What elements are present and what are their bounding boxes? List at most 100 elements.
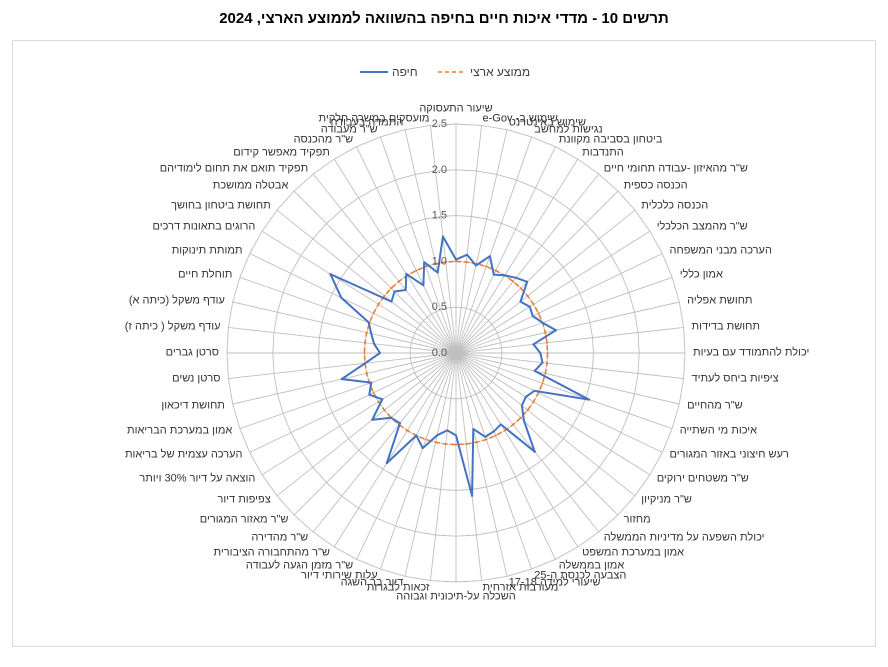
data-point [370, 381, 373, 384]
axis-tick-label: 2.5 [432, 118, 447, 130]
data-point [383, 409, 386, 412]
axis-tick-label: 2.0 [432, 164, 447, 176]
grid-spoke [455, 190, 619, 354]
data-point [539, 352, 542, 354]
category-label: תחושת אפליה [687, 294, 753, 306]
data-point [523, 420, 525, 422]
data-point [340, 378, 343, 381]
data-point [455, 434, 457, 437]
category-label: הוצאה על דיור 30% ויותר [139, 472, 256, 485]
grid-spoke [455, 352, 663, 453]
legend-swatch-series-0 [360, 71, 388, 73]
grid-spoke [455, 301, 680, 354]
data-point [532, 400, 535, 403]
data-point [364, 362, 366, 365]
data-point [485, 265, 488, 268]
data-point [520, 404, 523, 407]
grid-spoke [404, 352, 457, 577]
category-label: אמון כללי [679, 268, 723, 281]
grid-spoke [455, 129, 508, 354]
data-point [455, 258, 457, 261]
grid-spoke [455, 209, 636, 354]
data-point [492, 430, 495, 433]
data-point [475, 264, 477, 267]
grid-spoke [228, 352, 457, 380]
data-point [503, 274, 506, 277]
data-point [492, 273, 495, 276]
data-point [365, 331, 368, 334]
grid-spoke [379, 136, 457, 354]
category-label: עלות שירותי דיור [301, 569, 378, 582]
data-point [526, 294, 529, 297]
grid-spoke [455, 352, 483, 581]
category-label: ש"ר מהמצב הכלכלי [656, 220, 748, 233]
data-point [377, 303, 380, 306]
data-point [415, 269, 418, 272]
data-point [519, 287, 522, 290]
category-label: ש"ר מניקיון [641, 493, 692, 506]
category-label: שיעור התעסוקה [419, 102, 493, 115]
category-label: ש"ר מהתחבורה הציבורית [213, 546, 330, 559]
grid-spoke [455, 352, 619, 516]
data-point [406, 429, 409, 432]
category-label: יכולת להתמודד עם בעיות [693, 346, 810, 359]
category-label: תפקיד תואם את תחום לימודיהם [159, 162, 309, 174]
data-point [436, 271, 439, 274]
data-point [485, 438, 488, 441]
legend-label-series-1: ממוצע ארצי [470, 65, 531, 79]
category-label: אמון בממשלה [558, 559, 625, 572]
category-label: ציפיות ביחס לעתיד [691, 372, 779, 385]
grid-spoke [379, 352, 457, 570]
data-point [541, 382, 544, 385]
data-point [515, 276, 517, 279]
grid-spoke [455, 352, 579, 548]
data-point [390, 287, 393, 290]
category-label: הערכה מבני המשפחה [669, 244, 772, 257]
data-point [532, 343, 535, 346]
axis-tick-label: 1.0 [432, 255, 447, 267]
grid-spoke [455, 352, 600, 533]
grid-spoke [455, 352, 636, 497]
data-point [444, 443, 447, 445]
category-label: אמון במערכת הבריאות [127, 424, 233, 437]
data-point [471, 494, 474, 497]
data-point [441, 235, 444, 238]
category-label: ש"ר מהדירה [251, 531, 309, 543]
legend-swatch-series-1 [438, 71, 466, 73]
category-label: רעש חיצוני באזור המגורים [669, 448, 789, 461]
grid-spoke [455, 352, 680, 405]
grid-spoke [239, 276, 457, 354]
data-point [526, 280, 529, 283]
data-point [472, 427, 475, 430]
grid-spoke [455, 352, 556, 560]
grid-spoke [455, 352, 508, 577]
data-point [512, 280, 515, 283]
grid-spoke [404, 129, 457, 354]
category-label: ש"ר מהאיזון -עבודה תחומי חיים [603, 162, 748, 174]
category-label: איכות מי השתייה [679, 424, 758, 437]
data-point [397, 280, 400, 283]
data-point [367, 321, 370, 324]
data-point [544, 372, 547, 375]
category-label: מעורבות אזרחית [482, 581, 559, 593]
category-label: ש"ר מהכנסה [293, 133, 354, 146]
category-label: התנדבות [582, 146, 624, 159]
grid-spoke [261, 352, 457, 476]
data-point [434, 441, 437, 444]
category-label: הכנסה כלכלית [641, 199, 709, 212]
data-point [373, 342, 376, 345]
data-point [383, 294, 386, 297]
grid-spoke [228, 326, 457, 354]
data-point [484, 435, 487, 438]
category-label: נגישות למחשב [534, 123, 603, 136]
category-label: אבטלה ממושכת [212, 179, 289, 192]
grid-spoke [356, 146, 457, 354]
radar-grid [226, 123, 686, 583]
data-point [385, 462, 388, 465]
category-label: הרוגים בתאונות דרכים [152, 220, 256, 233]
data-point [475, 441, 478, 444]
grid-spoke [455, 352, 533, 570]
data-point [533, 369, 536, 372]
